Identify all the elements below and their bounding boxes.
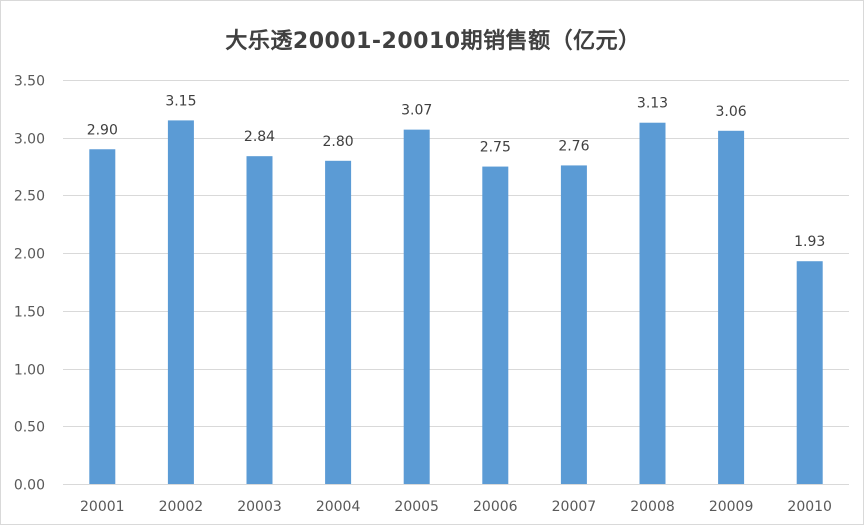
data-label: 2.76 (558, 138, 589, 154)
x-tick-label: 20001 (80, 499, 125, 515)
x-tick-label: 20003 (237, 499, 282, 515)
bars (89, 120, 823, 485)
bar (560, 165, 587, 484)
gridlines (63, 80, 849, 485)
y-tick-label: 2.00 (14, 247, 45, 263)
data-label: 2.75 (480, 140, 511, 156)
bar (167, 120, 194, 485)
chart-title: 大乐透20001-20010期销售额（亿元） (225, 29, 641, 54)
bar (403, 129, 430, 485)
x-tick-label: 20004 (316, 499, 361, 515)
x-tick-label: 20009 (709, 499, 754, 515)
x-tick-label: 20008 (630, 499, 675, 515)
bar (89, 149, 116, 484)
y-tick-label: 1.00 (14, 363, 45, 379)
y-tick-label: 1.50 (14, 305, 45, 321)
data-label: 1.93 (794, 234, 825, 250)
data-label: 2.80 (323, 134, 354, 150)
bar (796, 261, 823, 484)
x-tick-label: 20006 (473, 499, 518, 515)
data-label: 3.07 (401, 103, 432, 119)
bar (718, 130, 745, 484)
y-tick-label: 0.00 (14, 478, 45, 494)
data-label: 2.84 (244, 129, 275, 145)
data-label: 3.06 (716, 104, 747, 120)
bar (482, 166, 509, 485)
y-tick-label: 2.50 (14, 189, 45, 205)
x-tick-label: 20010 (787, 499, 832, 515)
data-labels: 2.90 3.15 2.84 2.80 3.07 2.75 2.76 3.13 3.06 1.93 (87, 93, 826, 250)
bar (639, 122, 666, 485)
y-tick-label: 3.00 (14, 132, 45, 148)
bar (246, 156, 273, 484)
y-tick-label: 3.50 (14, 74, 45, 90)
x-tick-label: 20005 (394, 499, 439, 515)
y-axis-tick-labels: 0.00 0.50 1.00 1.50 2.00 2.50 3.00 3.50 (14, 74, 45, 494)
data-label: 3.13 (637, 96, 668, 112)
x-tick-label: 20007 (552, 499, 597, 515)
y-tick-label: 0.50 (14, 420, 45, 436)
data-label: 2.90 (87, 122, 118, 138)
x-axis-tick-labels: 20001 20002 20003 20004 20005 20006 20007 20008… (80, 499, 832, 515)
data-label: 3.15 (165, 93, 196, 109)
x-tick-label: 20002 (159, 499, 204, 515)
bar (325, 160, 352, 485)
